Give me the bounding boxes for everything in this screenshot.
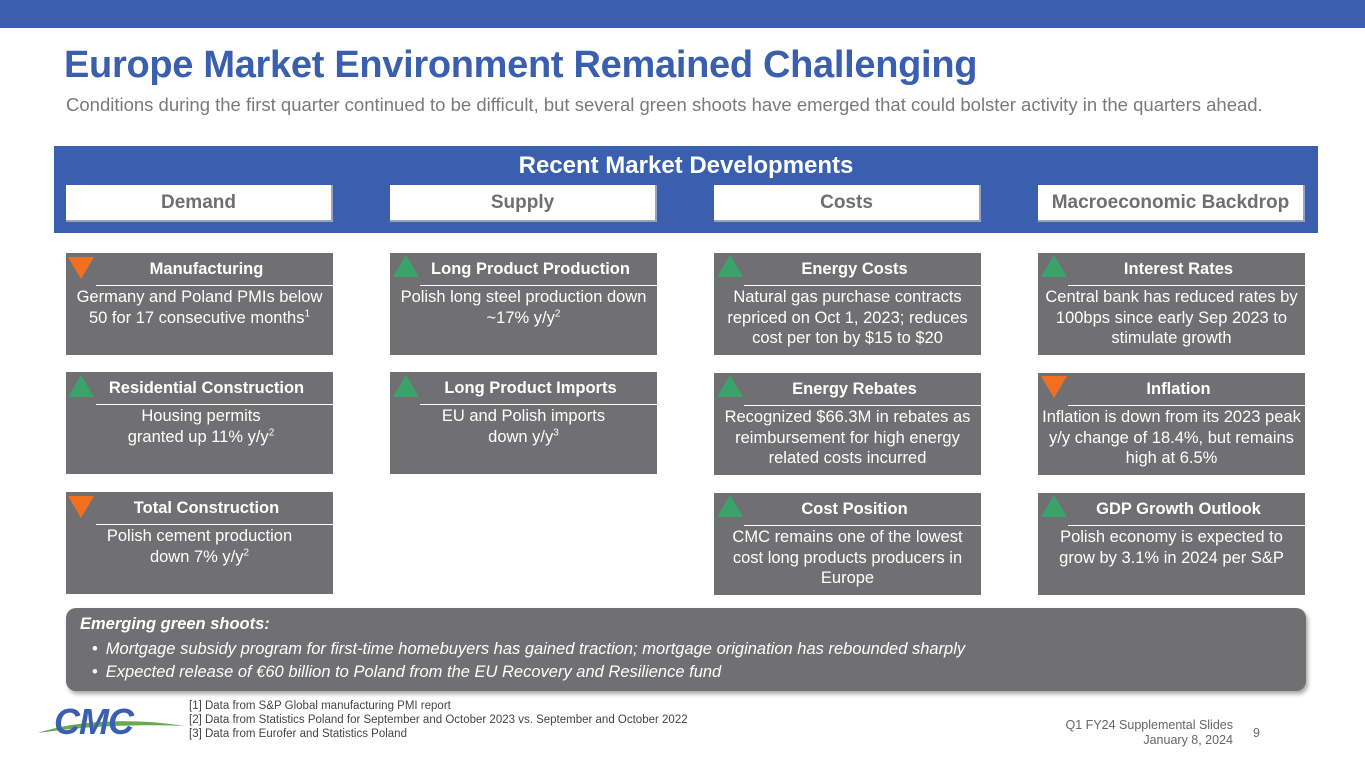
tab-macroeconomic-backdrop: Macroeconomic Backdrop xyxy=(1038,185,1305,222)
card-heading: Long Product Imports xyxy=(444,378,617,397)
card-divider xyxy=(96,285,333,286)
green-shoots-heading: Emerging green shoots: xyxy=(80,615,270,633)
card-divider xyxy=(744,525,981,526)
tab-demand: Demand xyxy=(66,185,333,222)
card-heading: Cost Position xyxy=(801,499,908,518)
up-triangle-icon xyxy=(717,375,743,397)
green-shoots-list: Mortgage subsidy program for first-time … xyxy=(92,638,965,684)
up-triangle-icon xyxy=(393,375,419,397)
footnotes: [1] Data from S&P Global manufacturing P… xyxy=(189,699,688,741)
card-heading: Energy Rebates xyxy=(792,379,917,398)
page-number: 9 xyxy=(1253,726,1260,740)
down-triangle-icon xyxy=(68,257,94,279)
card-heading: GDP Growth Outlook xyxy=(1096,499,1261,518)
card-divider xyxy=(420,285,657,286)
card-text: CMC remains one of the lowest cost long … xyxy=(732,528,963,587)
card-long-product-production: Long Product Production Polish long stee… xyxy=(390,253,657,355)
tab-supply: Supply xyxy=(390,185,657,222)
card-heading: Long Product Production xyxy=(431,259,630,278)
up-triangle-icon xyxy=(393,255,419,277)
card-manufacturing: Manufacturing Germany and Poland PMIs be… xyxy=(66,253,333,355)
footnote: [3] Data from Eurofer and Statistics Pol… xyxy=(189,728,407,740)
card-divider xyxy=(420,404,657,405)
band-title: Recent Market Developments xyxy=(518,152,854,179)
card-interest-rates: Interest Rates Central bank has reduced … xyxy=(1038,253,1305,355)
up-triangle-icon xyxy=(717,495,743,517)
card-divider xyxy=(1068,405,1305,406)
card-heading: Energy Costs xyxy=(801,259,908,278)
card-heading: Manufacturing xyxy=(149,259,264,278)
list-item: Mortgage subsidy program for first-time … xyxy=(92,638,965,661)
card-cost-position: Cost Position CMC remains one of the low… xyxy=(714,493,981,595)
down-triangle-icon xyxy=(1041,376,1067,398)
card-text: Polish economy is expected to grow by 3.… xyxy=(1059,528,1284,567)
svg-text:CMC: CMC xyxy=(54,701,135,740)
card-divider xyxy=(744,285,981,286)
card-long-product-imports: Long Product Imports EU and Polish impor… xyxy=(390,372,657,474)
up-triangle-icon xyxy=(1041,255,1067,277)
market-developments-band: Recent Market Developments Demand Supply… xyxy=(54,146,1318,233)
card-gdp-growth-outlook: GDP Growth Outlook Polish economy is exp… xyxy=(1038,493,1305,595)
card-text: EU and Polish imports down y/y3 xyxy=(441,407,606,446)
slide-title: Europe Market Environment Remained Chall… xyxy=(64,44,978,86)
card-text: Polish cement production down 7% y/y2 xyxy=(106,527,293,566)
card-text: Germany and Poland PMIs below 50 for 17 … xyxy=(76,288,323,327)
card-residential-construction: Residential Construction Housing permits… xyxy=(66,372,333,474)
card-text: Central bank has reduced rates by 100bps… xyxy=(1045,288,1298,347)
footnote: [2] Data from Statistics Poland for Sept… xyxy=(189,714,688,726)
card-heading: Interest Rates xyxy=(1123,259,1234,278)
card-divider xyxy=(744,405,981,406)
card-total-construction: Total Construction Polish cement product… xyxy=(66,492,333,594)
footer-info: Q1 FY24 Supplemental Slides January 8, 2… xyxy=(1066,718,1233,748)
slide-subtitle: Conditions during the first quarter cont… xyxy=(66,94,1263,115)
card-heading: Inflation xyxy=(1146,379,1211,398)
card-energy-costs: Energy Costs Natural gas purchase contra… xyxy=(714,253,981,355)
top-accent-bar xyxy=(0,0,1365,28)
card-text: Natural gas purchase contracts repriced … xyxy=(727,288,968,347)
card-text: Recognized $66.3M in rebates as reimburs… xyxy=(724,408,971,467)
card-heading: Total Construction xyxy=(133,498,280,517)
footnote: [1] Data from S&P Global manufacturing P… xyxy=(189,700,451,712)
card-divider xyxy=(1068,525,1305,526)
deck-name: Q1 FY24 Supplemental Slides xyxy=(1065,718,1233,732)
card-text: Inflation is down from its 2023 peak y/y… xyxy=(1042,408,1301,467)
green-shoots-box: Emerging green shoots: Mortgage subsidy … xyxy=(66,608,1306,691)
list-item: Expected release of €60 billion to Polan… xyxy=(92,661,965,684)
card-divider xyxy=(1068,285,1305,286)
deck-date: January 8, 2024 xyxy=(1143,733,1233,747)
up-triangle-icon xyxy=(717,255,743,277)
tab-costs: Costs xyxy=(714,185,981,222)
card-divider xyxy=(96,404,333,405)
card-text: Polish long steel production down ~17% y… xyxy=(400,288,647,327)
card-text: Housing permits granted up 11% y/y2 xyxy=(127,407,275,446)
up-triangle-icon xyxy=(68,375,94,397)
card-inflation: Inflation Inflation is down from its 202… xyxy=(1038,373,1305,475)
cmc-logo: CMC xyxy=(38,701,184,740)
up-triangle-icon xyxy=(1041,495,1067,517)
down-triangle-icon xyxy=(68,496,94,518)
card-energy-rebates: Energy Rebates Recognized $66.3M in reba… xyxy=(714,373,981,475)
card-divider xyxy=(96,524,333,525)
card-heading: Residential Construction xyxy=(108,378,305,397)
